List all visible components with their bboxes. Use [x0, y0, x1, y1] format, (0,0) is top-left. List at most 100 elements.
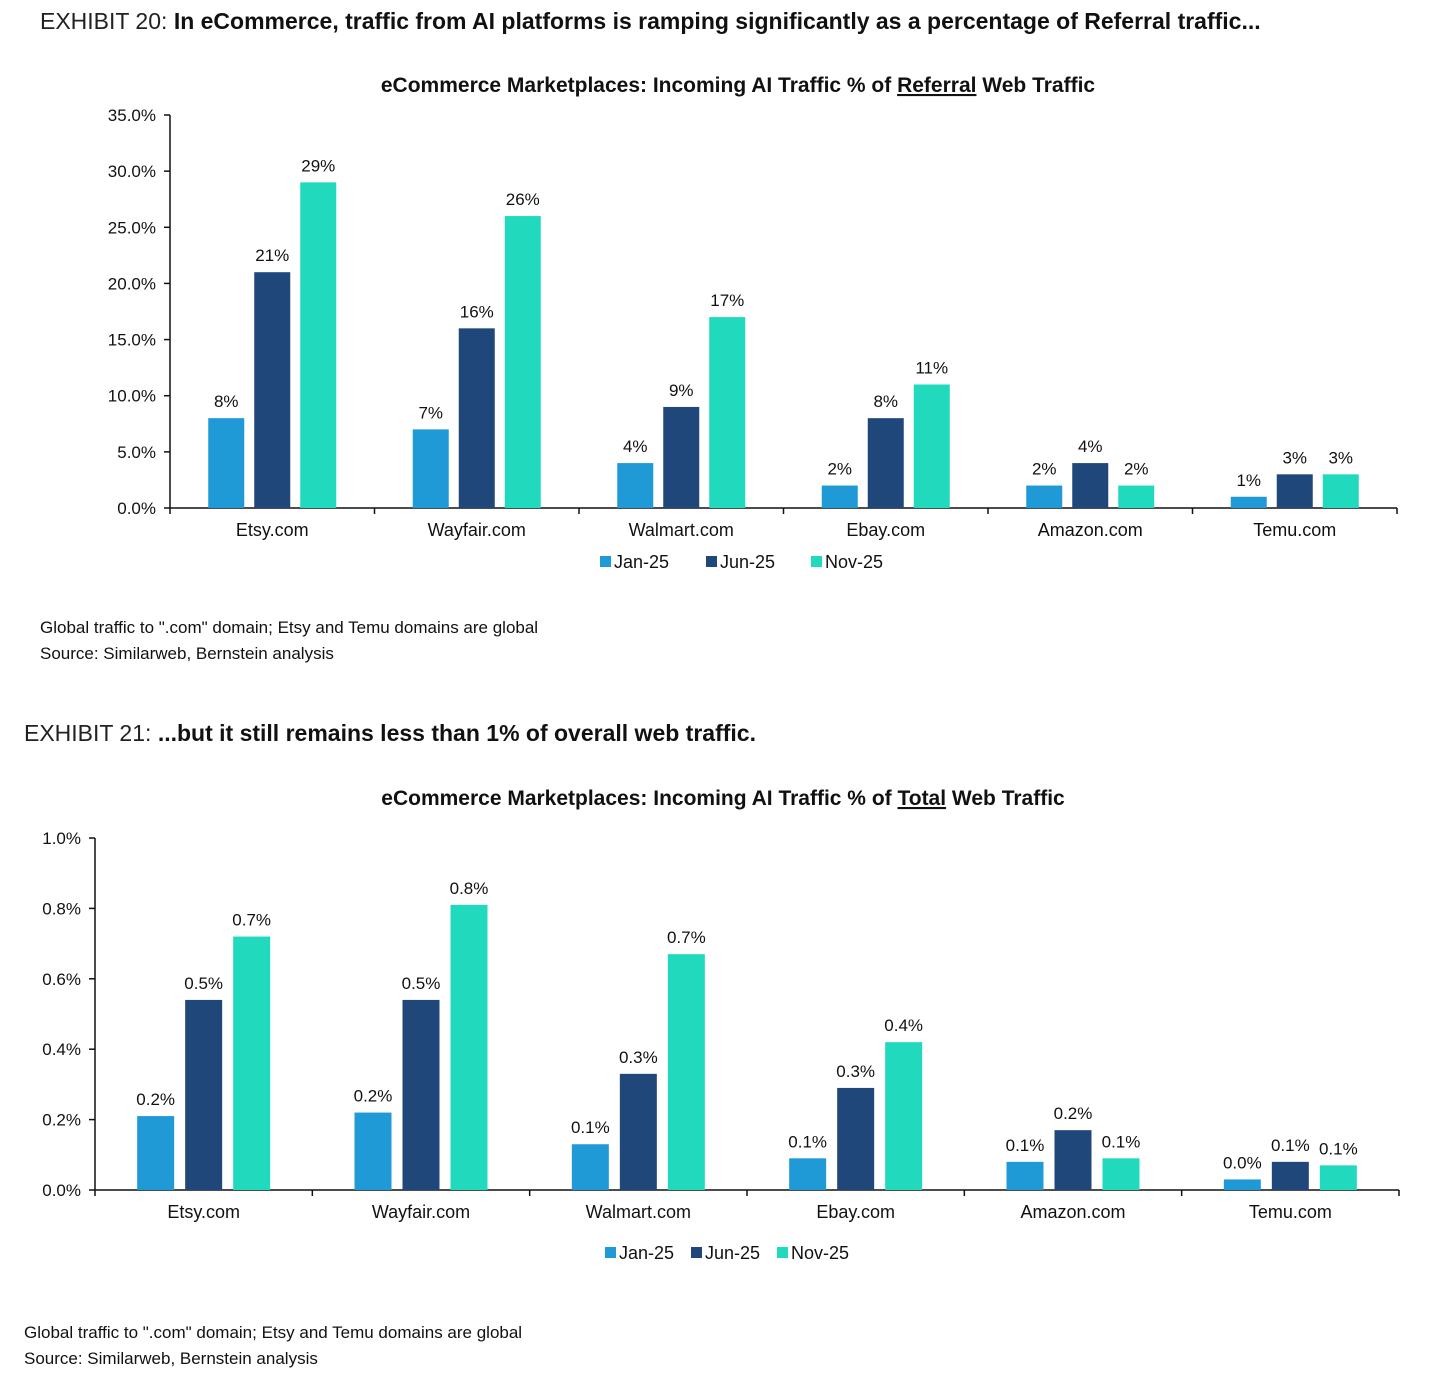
data-label: 0.7%	[232, 911, 271, 930]
exhibit-21-footnote: Global traffic to ".com" domain; Etsy an…	[24, 1323, 523, 1342]
bar-nov-25	[885, 1042, 923, 1190]
exhibit-20-footnotes: Global traffic to ".com" domain; Etsy an…	[40, 615, 538, 667]
bar-jun-25	[402, 999, 440, 1190]
data-label: 0.3%	[619, 1048, 658, 1067]
exhibit-21-label: EXHIBIT 21:	[24, 720, 152, 746]
bar-jun-25	[837, 1087, 875, 1190]
chart-title: eCommerce Marketplaces: Incoming AI Traf…	[381, 74, 1096, 97]
bar-jan-25	[1006, 1161, 1044, 1190]
bar-jan-25	[354, 1112, 392, 1190]
category-label: Etsy.com	[167, 1202, 240, 1222]
chart-title-prefix: eCommerce Marketplaces: Incoming AI Traf…	[381, 787, 897, 810]
data-label: 0.4%	[884, 1016, 923, 1035]
bar-jan-25	[208, 418, 245, 508]
bar-jun-25	[867, 418, 904, 508]
bar-nov-25	[709, 317, 746, 508]
exhibit-20-label: EXHIBIT 20:	[40, 8, 168, 34]
chart-title-suffix: Web Traffic	[946, 787, 1065, 810]
data-label: 2%	[1124, 460, 1149, 479]
exhibit-21-text: ...but it still remains less than 1% of …	[157, 720, 756, 746]
data-label: 0.7%	[667, 928, 706, 947]
bar-jun-25	[458, 328, 495, 508]
data-label: 17%	[710, 291, 744, 310]
chart-title-underlined: Total	[897, 787, 946, 810]
chart-title: eCommerce Marketplaces: Incoming AI Traf…	[381, 787, 1065, 810]
legend-swatch	[777, 1247, 788, 1258]
y-tick-label: 0.6%	[42, 970, 81, 989]
data-label: 7%	[418, 403, 443, 422]
data-label: 16%	[460, 302, 494, 321]
bar-nov-25	[1102, 1158, 1140, 1190]
chart-title-suffix: Web Traffic	[976, 74, 1095, 97]
data-label: 0.1%	[1271, 1136, 1310, 1155]
bar-nov-25	[1118, 485, 1155, 508]
data-label: 9%	[669, 381, 694, 400]
bar-jan-25	[1230, 496, 1267, 508]
data-label: 0.1%	[1102, 1132, 1141, 1151]
bar-jan-25	[1026, 485, 1063, 508]
bar-jan-25	[1223, 1179, 1261, 1190]
data-label: 0.1%	[571, 1118, 610, 1137]
bar-nov-25	[913, 384, 950, 508]
bar-jun-25	[663, 406, 700, 508]
exhibit-21-heading: EXHIBIT 21: ...but it still remains less…	[24, 720, 756, 747]
legend-label: Nov-25	[791, 1243, 849, 1263]
legend-label: Jun-25	[720, 552, 775, 572]
data-label: 0.0%	[1223, 1153, 1262, 1172]
category-label: Walmart.com	[629, 520, 734, 540]
referral-traffic-chart: eCommerce Marketplaces: Incoming AI Traf…	[108, 74, 1398, 572]
data-label: 0.2%	[354, 1087, 393, 1106]
bar-jun-25	[185, 999, 223, 1190]
bar-jan-25	[617, 463, 654, 508]
bar-jun-25	[254, 272, 291, 508]
legend-swatch	[600, 556, 611, 567]
data-label: 26%	[506, 190, 540, 209]
exhibit-20-text: In eCommerce, traffic from AI platforms …	[173, 8, 1261, 34]
data-label: 21%	[255, 246, 289, 265]
y-tick-label: 1.0%	[42, 829, 81, 848]
legend-swatch	[691, 1247, 702, 1258]
y-tick-label: 0.0%	[42, 1181, 81, 1200]
data-label: 2%	[827, 460, 852, 479]
data-label: 4%	[1078, 437, 1103, 456]
data-label: 0.1%	[788, 1132, 827, 1151]
legend-swatch	[605, 1247, 616, 1258]
data-label: 0.1%	[1319, 1139, 1358, 1158]
category-label: Walmart.com	[586, 1202, 691, 1222]
category-label: Wayfair.com	[428, 520, 526, 540]
y-tick-label: 0.2%	[42, 1111, 81, 1130]
data-label: 4%	[623, 437, 648, 456]
data-label: 1%	[1236, 471, 1261, 490]
bar-jan-25	[821, 485, 858, 508]
bar-jun-25	[619, 1073, 657, 1190]
y-tick-label: 25.0%	[108, 218, 156, 237]
data-label: 2%	[1032, 460, 1057, 479]
y-tick-label: 35.0%	[108, 106, 156, 125]
y-tick-label: 10.0%	[108, 387, 156, 406]
bar-nov-25	[1319, 1165, 1357, 1190]
legend-swatch	[706, 556, 717, 567]
bar-nov-25	[1322, 474, 1359, 508]
bar-nov-25	[233, 936, 271, 1190]
data-label: 0.5%	[402, 974, 441, 993]
bar-jun-25	[1072, 463, 1109, 508]
bar-jan-25	[789, 1158, 827, 1190]
category-label: Ebay.com	[816, 1202, 895, 1222]
y-tick-label: 0.0%	[117, 499, 156, 518]
exhibit-20-source: Source: Similarweb, Bernstein analysis	[40, 644, 334, 663]
data-label: 8%	[214, 392, 239, 411]
category-label: Temu.com	[1249, 1202, 1332, 1222]
legend-label: Jan-25	[614, 552, 669, 572]
bar-nov-25	[504, 216, 541, 509]
y-tick-label: 0.4%	[42, 1040, 81, 1059]
category-label: Etsy.com	[236, 520, 309, 540]
bar-nov-25	[450, 904, 488, 1190]
legend-swatch	[811, 556, 822, 567]
bar-jan-25	[571, 1144, 609, 1190]
data-label: 0.1%	[1006, 1136, 1045, 1155]
data-label: 0.2%	[136, 1090, 175, 1109]
bar-jan-25	[137, 1116, 175, 1190]
y-tick-label: 20.0%	[108, 274, 156, 293]
legend-label: Nov-25	[825, 552, 883, 572]
data-label: 0.3%	[836, 1062, 875, 1081]
